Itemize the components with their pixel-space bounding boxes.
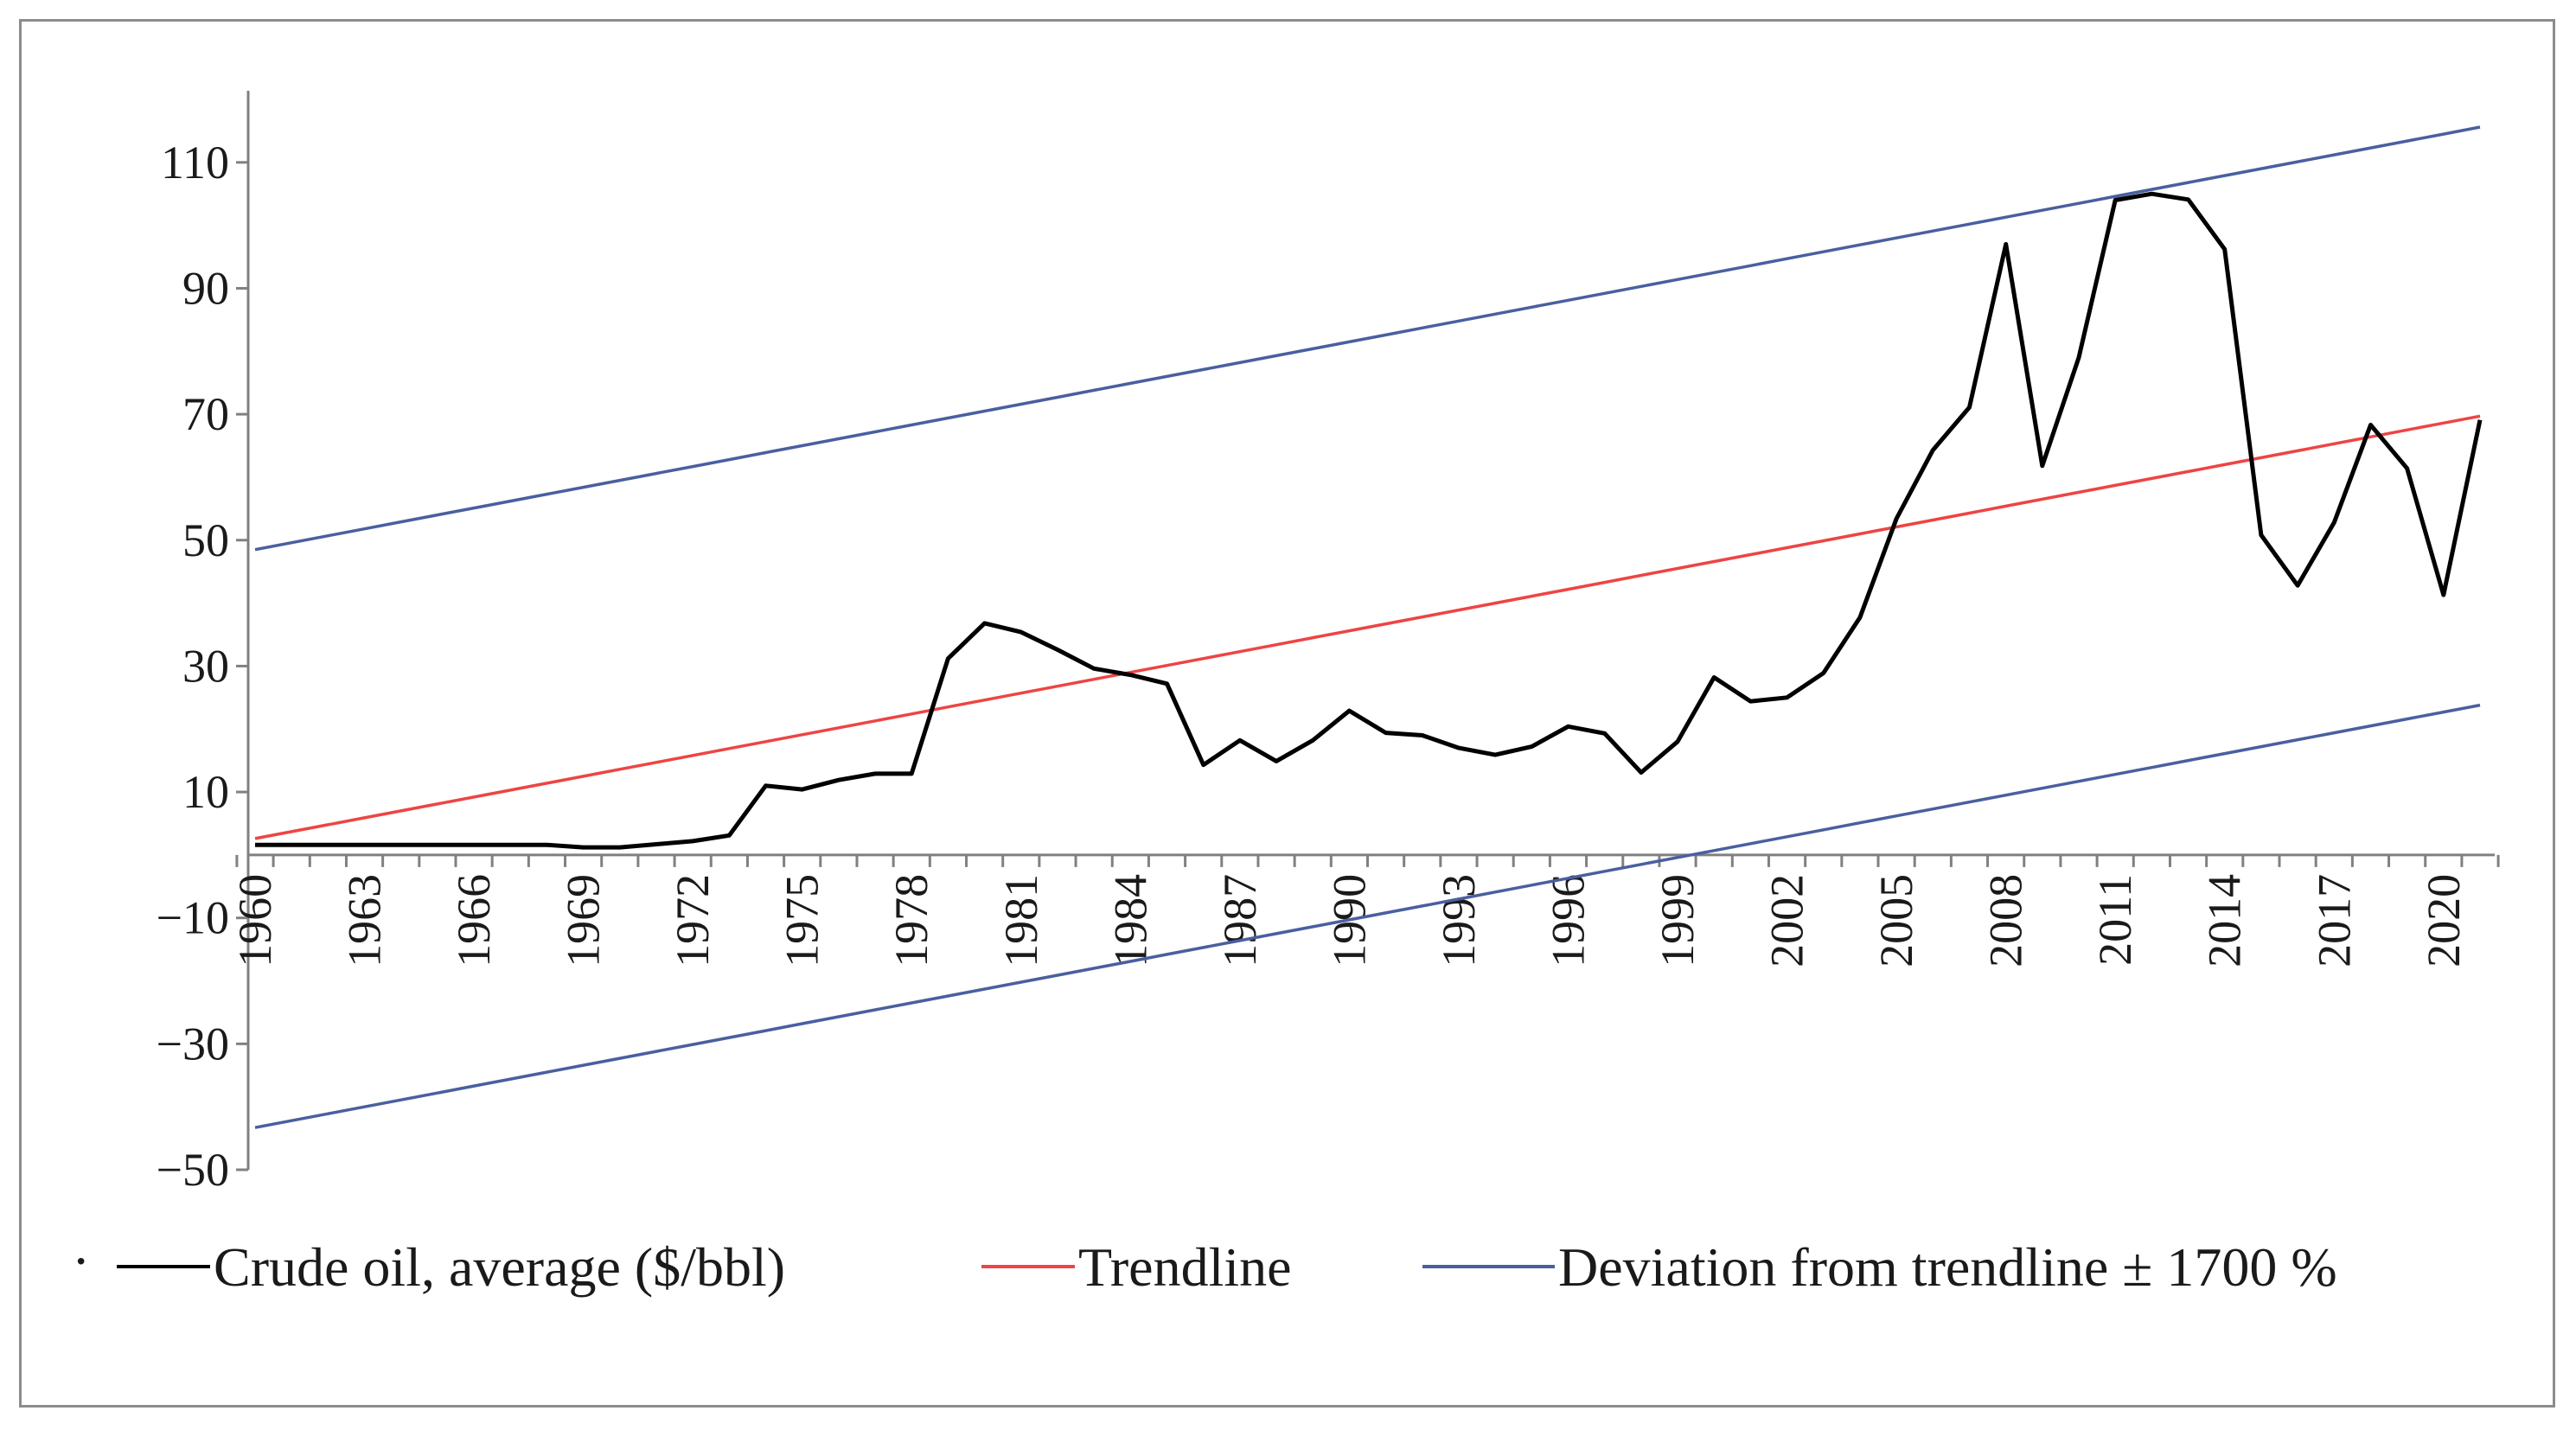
x-tick-label: 1987 bbox=[1214, 874, 1266, 967]
legend-label-crude-oil: Crude oil, average ($/bbl) bbox=[214, 1236, 785, 1298]
y-axis-ticks: 110 90 70 50 30 10 −10 −30 −50 bbox=[157, 137, 248, 1196]
series-lines bbox=[254, 125, 2483, 1129]
y-tick-label: 10 bbox=[182, 766, 229, 818]
x-tick-label: 1978 bbox=[885, 874, 937, 967]
x-tick-label: 1999 bbox=[1652, 874, 1703, 967]
y-tick-label: 110 bbox=[161, 137, 229, 188]
legend: · Crude oil, average ($/bbl) Trendline D… bbox=[72, 1230, 2337, 1298]
axes bbox=[246, 91, 2495, 1170]
y-tick-label: −50 bbox=[157, 1144, 229, 1196]
x-tick-label: 2005 bbox=[1870, 874, 1922, 967]
x-tick-label: 1975 bbox=[777, 874, 828, 967]
x-tick-label: 1993 bbox=[1433, 874, 1485, 967]
x-tick-label: 1996 bbox=[1542, 874, 1594, 967]
y-tick-label: −10 bbox=[157, 892, 229, 944]
x-axis-ticks: 1960 1963 1966 1969 1972 1975 1978 1981 1984 1987… bbox=[229, 854, 2500, 967]
x-tick-label: 1960 bbox=[229, 874, 281, 967]
x-tick-label: 1981 bbox=[995, 874, 1047, 967]
x-tick-label: 1966 bbox=[448, 874, 500, 967]
series-line-crude-oil-average-bbl bbox=[255, 191, 2483, 850]
y-tick-label: 70 bbox=[182, 388, 229, 440]
x-tick-label: 2008 bbox=[1980, 874, 2032, 967]
x-tick-label: 1972 bbox=[667, 874, 719, 967]
legend-label-trendline: Trendline bbox=[1078, 1236, 1292, 1298]
y-tick-label: −30 bbox=[157, 1018, 229, 1069]
series-line-deviation-from-trendline-1700 bbox=[254, 125, 2481, 552]
legend-label-deviation: Deviation from trendline ± 1700 % bbox=[1558, 1236, 2337, 1298]
x-tick-label: 2020 bbox=[2418, 874, 2470, 967]
y-tick-label: 90 bbox=[182, 262, 229, 314]
y-tick-label: 50 bbox=[182, 514, 229, 566]
legend-marker: · bbox=[72, 1230, 90, 1292]
chart-frame: 110 90 70 50 30 10 −10 −30 −50 1960 1963 1966 1969 1… bbox=[19, 19, 2555, 1408]
series-line-trendline bbox=[254, 414, 2481, 840]
x-tick-label: 2017 bbox=[2308, 874, 2360, 967]
x-tick-label: 2011 bbox=[2089, 874, 2141, 966]
x-tick-label: 1984 bbox=[1104, 874, 1156, 967]
y-tick-label: 30 bbox=[182, 640, 229, 692]
x-tick-label: 1963 bbox=[339, 874, 391, 967]
series-line-deviation-from-trendline-lower bbox=[254, 703, 2481, 1129]
x-tick-label: 1969 bbox=[558, 874, 610, 967]
x-tick-label: 2002 bbox=[1761, 874, 1813, 967]
x-tick-label: 2014 bbox=[2199, 874, 2251, 967]
